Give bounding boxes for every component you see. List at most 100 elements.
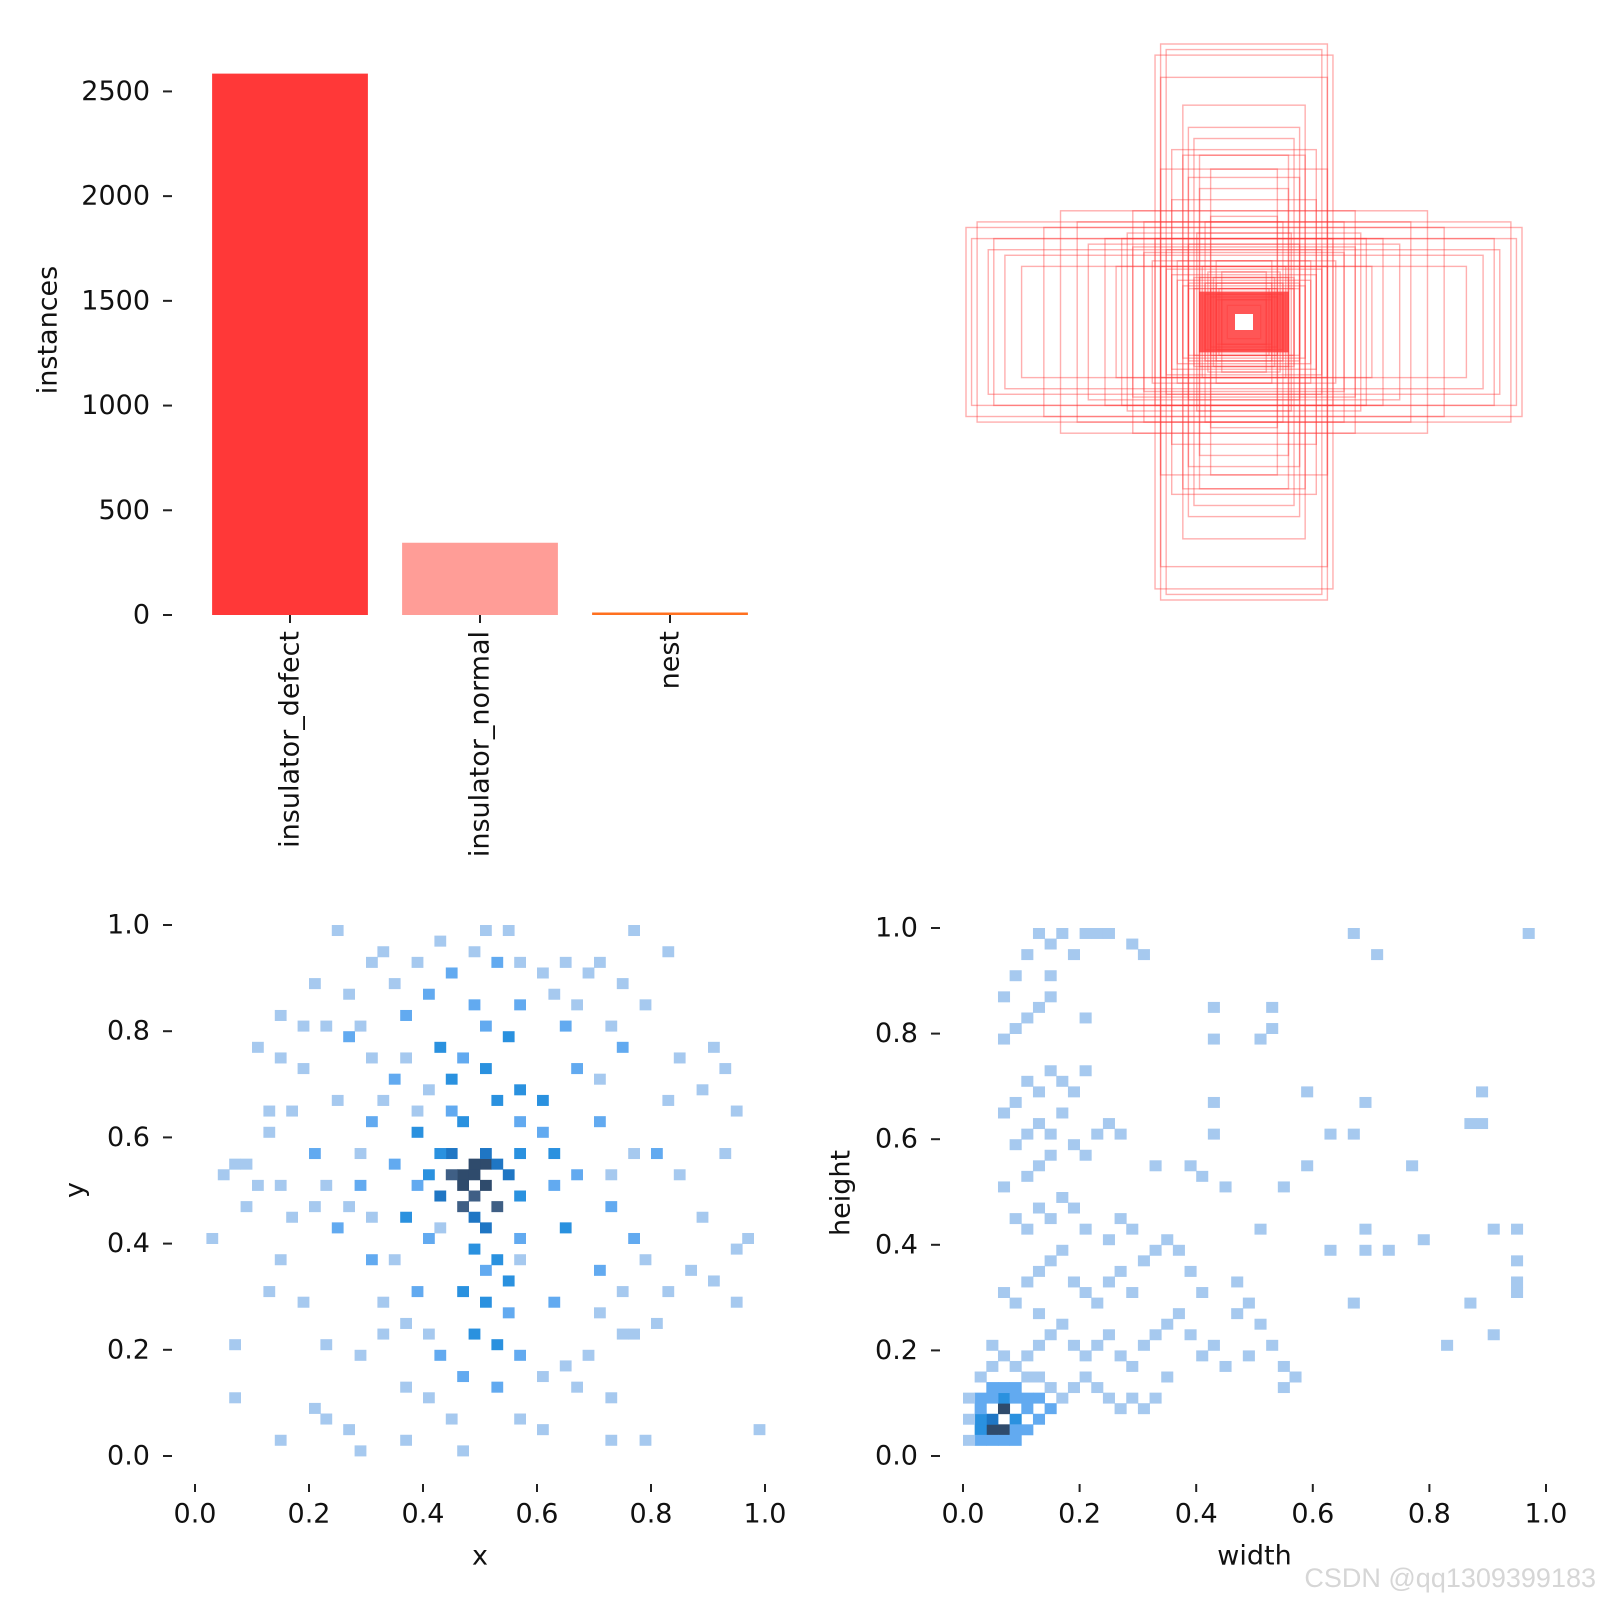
heat-cell	[1009, 1139, 1022, 1151]
heat-cell	[1417, 1234, 1430, 1246]
heat-cell	[514, 1148, 526, 1160]
heat-cell	[434, 1190, 447, 1202]
heat-cell	[1184, 1265, 1197, 1277]
y-axis-label: y	[60, 1182, 91, 1198]
heat-cell	[1149, 1329, 1162, 1341]
heat-cell	[1324, 1128, 1337, 1140]
heat-cell	[480, 1063, 492, 1075]
heat-cell	[309, 1148, 321, 1160]
heat-cell	[537, 967, 549, 979]
heat-cell	[1126, 938, 1139, 950]
heat-cell	[571, 1169, 583, 1181]
heat-cell	[445, 1105, 458, 1117]
heat-cell	[343, 1201, 355, 1213]
heat-cell	[388, 1158, 401, 1170]
heat-cell	[1032, 1413, 1046, 1425]
box-outline	[1043, 226, 1445, 418]
heat-cell	[297, 1020, 310, 1032]
heat-cell	[1044, 1382, 1057, 1394]
watermark: CSDN @qq1309399183	[1304, 1563, 1596, 1593]
heat-cell	[491, 1339, 504, 1351]
heat-cell	[719, 1148, 732, 1160]
heat-cell	[217, 1169, 230, 1181]
box-outline	[1115, 265, 1373, 379]
heat-cell	[263, 1286, 276, 1298]
heat-cell	[457, 1286, 469, 1298]
heat-cell	[457, 1116, 469, 1128]
heat-cell	[1044, 1329, 1057, 1341]
x-tick-label: 1.0	[1525, 1499, 1568, 1530]
heat-cell	[1067, 1139, 1080, 1151]
heat-cell	[1126, 1392, 1139, 1404]
x-axis-label: x	[472, 1541, 488, 1572]
heat-cell	[1207, 1033, 1220, 1045]
heat-cell	[434, 1222, 447, 1234]
heat-cell	[354, 1020, 367, 1032]
heat-cell	[240, 1158, 253, 1170]
heat-cell	[1196, 1350, 1209, 1362]
width-height-heatmap: 0.0 0.2 0.4 0.6 0.8 1.0 0.0 0.2 0.4 0.6 0.8 1.0 widt…	[826, 913, 1568, 1572]
heat-cell	[354, 1148, 367, 1160]
heat-cell	[434, 1349, 447, 1361]
box-outline	[1143, 251, 1345, 393]
heat-cell	[502, 1275, 515, 1287]
heat-cell	[1476, 1086, 1489, 1098]
heat-cell	[480, 1296, 492, 1308]
heat-cell	[1102, 1276, 1115, 1288]
heat-cell	[1044, 1065, 1057, 1077]
heat-cell	[1091, 1128, 1104, 1140]
box-outline	[1165, 249, 1323, 395]
heat-cell	[673, 1169, 686, 1181]
heat-cell	[986, 1339, 999, 1351]
box-outline	[1193, 287, 1295, 357]
box-outline	[1120, 237, 1368, 407]
heat-cell	[1091, 1382, 1104, 1394]
heat-cell	[411, 1105, 424, 1117]
heat-cell	[1009, 1213, 1022, 1225]
box-outline	[1159, 43, 1329, 601]
heat-cell	[1009, 1297, 1022, 1309]
heat-cell	[1032, 1086, 1046, 1098]
heat-cell	[434, 1041, 447, 1053]
heat-cell	[1266, 1023, 1279, 1034]
heat-cell	[1056, 1244, 1069, 1256]
heat-cell	[1126, 1360, 1139, 1372]
box-outline	[1132, 210, 1356, 434]
heat-cell	[491, 956, 504, 968]
heat-cell	[366, 956, 378, 968]
heat-cell	[1324, 1244, 1337, 1256]
heat-cell	[1511, 1276, 1524, 1288]
heat-cell	[480, 1222, 492, 1234]
heat-cell	[1301, 1160, 1314, 1172]
heat-cell	[297, 1063, 310, 1075]
heat-cell	[388, 1254, 401, 1266]
heat-cell	[594, 1264, 606, 1276]
heat-cell	[434, 935, 447, 947]
heat-cell	[514, 956, 526, 968]
heat-cell	[354, 1349, 367, 1361]
heat-cell	[1207, 1339, 1220, 1351]
heat-cell	[1184, 1329, 1197, 1341]
heat-cell	[997, 1392, 1011, 1404]
box-outline	[1126, 232, 1362, 412]
y-tick-label: 1500	[81, 285, 150, 316]
heat-cell	[1021, 1075, 1034, 1087]
heat-cell	[366, 1211, 378, 1223]
box-outline	[1076, 221, 1412, 423]
x-tick-label: 0.0	[942, 1499, 985, 1530]
heat-cell	[274, 1254, 287, 1266]
heat-cell	[1079, 1149, 1092, 1161]
heat-cell	[320, 1179, 333, 1191]
box-outline	[1171, 274, 1317, 370]
heat-cell	[1102, 928, 1115, 939]
heat-cell	[240, 1201, 253, 1213]
heat-cell	[696, 1084, 709, 1096]
heat-cell	[411, 1179, 424, 1191]
heat-cell	[1114, 1403, 1127, 1415]
heat-cell	[1021, 1276, 1034, 1288]
heat-cell	[1207, 1128, 1220, 1140]
box-outline	[1193, 137, 1295, 507]
x-tick-label: insulator_defect	[275, 631, 306, 848]
heat-cell	[997, 1287, 1011, 1298]
heat-cell	[514, 1084, 526, 1096]
